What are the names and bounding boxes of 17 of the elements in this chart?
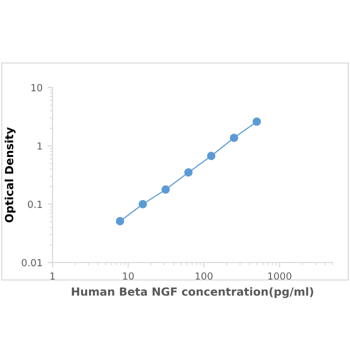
- x-tick-label: 10: [123, 272, 134, 280]
- point: [184, 168, 193, 177]
- x-axis-title: Human Beta NGF concentration(pg/ml): [72, 287, 314, 298]
- point: [116, 217, 124, 226]
- point: [207, 152, 216, 160]
- x-tick-label: 1: [50, 272, 55, 280]
- point: [161, 185, 170, 194]
- y-tick-label: 0.1: [28, 200, 42, 208]
- point: [252, 117, 261, 126]
- point: [138, 200, 147, 208]
- x-tick-label: 1000: [268, 272, 292, 280]
- y-axis-title: Optical Density: [4, 127, 16, 222]
- point: [230, 134, 238, 142]
- x-tick-label: 100: [196, 272, 213, 280]
- y-tick-label: 10: [31, 84, 42, 92]
- y-tick-label: 0.01: [22, 258, 42, 266]
- y-tick-label: 1: [38, 142, 42, 150]
